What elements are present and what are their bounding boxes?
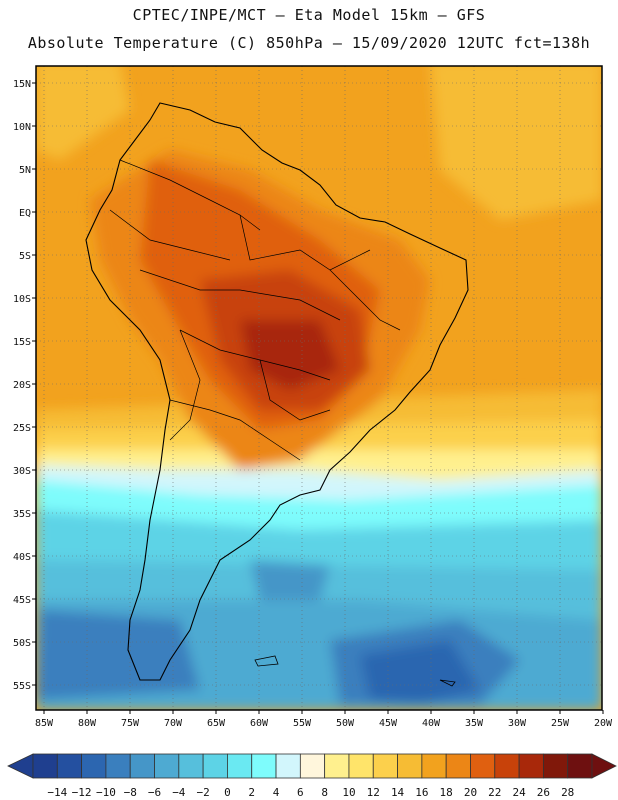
lon-label: 55W: [293, 718, 312, 729]
colorbar-label: −6: [148, 786, 161, 799]
lat-label: 40S: [13, 552, 31, 563]
lon-label: 35W: [465, 718, 484, 729]
colorbar-swatch: [324, 753, 350, 779]
lon-label: 45W: [379, 718, 398, 729]
lon-label: 65W: [207, 718, 226, 729]
colorbar-swatch: [32, 753, 58, 779]
lon-label: 75W: [121, 718, 140, 729]
colorbar-label: 16: [415, 786, 428, 799]
lon-label: 85W: [35, 718, 54, 729]
colorbar-swatch: [470, 753, 496, 779]
colorbar-swatch: [275, 753, 301, 779]
lon-label: 50W: [336, 718, 355, 729]
colorbar-swatch: [154, 753, 180, 779]
colorbar-label: 10: [342, 786, 355, 799]
colorbar-label: 14: [391, 786, 405, 799]
colorbar-swatch: [421, 753, 447, 779]
lat-label: 5N: [19, 165, 31, 176]
title-line-2: Absolute Temperature (C) 850hPa – 15/09/…: [27, 34, 591, 52]
colorbar-label: −12: [72, 786, 92, 799]
colorbar-max-arrow: [591, 753, 617, 779]
colorbar-label: −2: [197, 786, 210, 799]
lon-label: 20W: [594, 718, 613, 729]
colorbar-swatch: [348, 753, 374, 779]
falklands-outline: [254, 655, 279, 667]
colorbar-label: 26: [537, 786, 550, 799]
colorbar-label: 24: [512, 786, 526, 799]
colorbar-label: 0: [224, 786, 231, 799]
lat-label: 20S: [13, 380, 31, 391]
colorbar-swatch: [567, 753, 593, 779]
graticule-grid: [36, 66, 602, 710]
colorbar-swatch: [105, 753, 131, 779]
lat-label: 55S: [13, 681, 31, 692]
longitude-labels: 85W 80W 75W 70W 65W 60W 55W 50W 45W 40W 35W 30W 25W 2…: [35, 710, 613, 729]
colorbar-swatch: [56, 753, 83, 779]
colorbar-min-arrow: [7, 753, 34, 779]
lon-label: 60W: [250, 718, 269, 729]
lon-label: 80W: [78, 718, 97, 729]
colorbar-swatch: [202, 753, 228, 779]
lat-label: 50S: [13, 638, 31, 649]
colorbar-swatch: [372, 753, 398, 779]
lon-label: 40W: [422, 718, 441, 729]
colorbar-label: −10: [96, 786, 116, 799]
south-georgia-outline: [439, 679, 456, 687]
colorbar-swatch: [494, 753, 520, 779]
colorbar-label: 28: [561, 786, 574, 799]
lat-label: 25S: [13, 423, 31, 434]
lat-label: 15S: [13, 337, 31, 348]
colorbar: [7, 753, 617, 779]
map-frame: [35, 65, 603, 711]
colorbar-label: 4: [273, 786, 280, 799]
continent-outline: [85, 102, 469, 681]
colorbar-swatch: [178, 753, 204, 779]
lon-label: 70W: [164, 718, 183, 729]
lat-label: 35S: [13, 509, 31, 520]
colorbar-label: 20: [464, 786, 477, 799]
colorbar-labels: −14 −12 −10 −8 −6 −4 −2 0 2 4 6 8 10 12 14 16 18 20 22 24 26…: [47, 786, 574, 799]
lat-label: EQ: [19, 208, 31, 219]
colorbar-label: 6: [297, 786, 304, 799]
colorbar-swatch: [445, 753, 471, 779]
lon-label: 30W: [508, 718, 527, 729]
lon-label: 25W: [551, 718, 570, 729]
lat-label: 45S: [13, 595, 31, 606]
lat-label: 10S: [13, 294, 31, 305]
colorbar-label: 8: [321, 786, 328, 799]
colorbar-swatch: [129, 753, 155, 779]
colorbar-label: 12: [367, 786, 380, 799]
colorbar-swatch: [251, 753, 277, 779]
lat-label: 5S: [19, 251, 31, 262]
lat-label: 15N: [13, 79, 31, 90]
country-borders: [109, 159, 401, 461]
colorbar-label: 2: [248, 786, 255, 799]
title-line-1: CPTEC/INPE/MCT – Eta Model 15km – GFS: [132, 6, 486, 24]
colorbar-label: −4: [172, 786, 186, 799]
colorbar-swatch: [227, 753, 253, 779]
latitude-labels: 15N 10N 5N EQ 5S 10S 15S 20S 25S 30S 35S 40S 45S 50S 5…: [13, 79, 36, 692]
colorbar-swatch: [518, 753, 544, 779]
lat-label: 10N: [13, 122, 31, 133]
colorbar-label: 22: [488, 786, 501, 799]
colorbar-label: 18: [440, 786, 453, 799]
colorbar-swatch: [542, 753, 569, 779]
colorbar-label: −14: [47, 786, 67, 799]
colorbar-label: −8: [124, 786, 137, 799]
lat-label: 30S: [13, 466, 31, 477]
colorbar-swatch: [397, 753, 423, 779]
colorbar-swatch: [299, 753, 326, 779]
temperature-field: [36, 66, 602, 710]
colorbar-swatch: [81, 753, 107, 779]
